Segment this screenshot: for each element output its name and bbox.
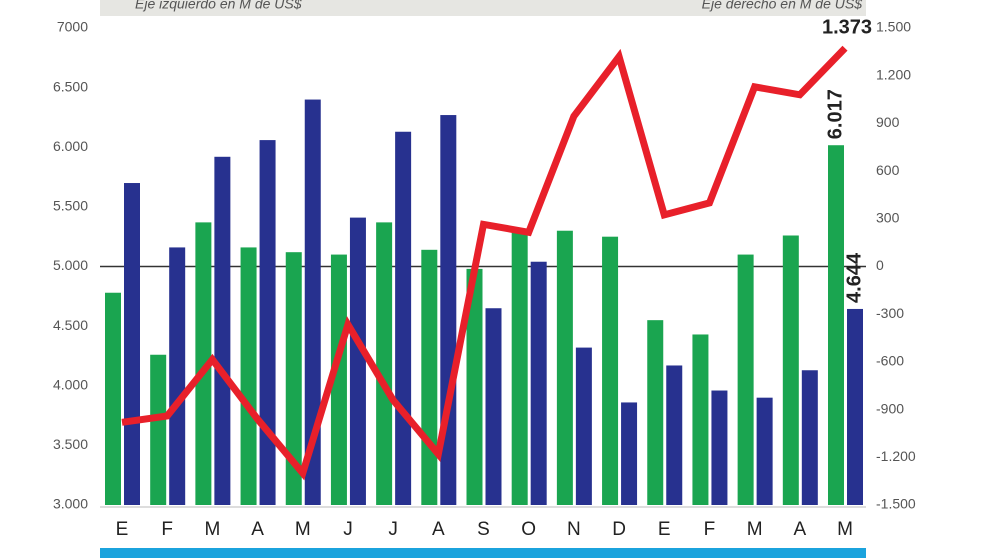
header-band bbox=[100, 0, 866, 16]
bar bbox=[285, 252, 302, 505]
x-tick-label: J bbox=[388, 519, 398, 540]
y-tick-label: 3.000 bbox=[53, 496, 88, 512]
y2-tick-label: 1.200 bbox=[876, 66, 911, 82]
bar bbox=[782, 235, 799, 505]
bar bbox=[602, 236, 619, 505]
y2-axis-label: Eje derecho en M de US$ bbox=[702, 0, 863, 12]
y2-tick-label: -600 bbox=[876, 353, 904, 369]
bar bbox=[756, 397, 773, 505]
bar bbox=[847, 308, 863, 505]
bar bbox=[692, 334, 709, 505]
bar bbox=[214, 156, 231, 506]
x-tick-label: A bbox=[432, 519, 445, 540]
line bbox=[121, 45, 848, 481]
y2-tick-label: 600 bbox=[876, 162, 900, 178]
bar bbox=[485, 308, 502, 505]
y-tick-label: 6.500 bbox=[53, 78, 88, 94]
footer-band bbox=[100, 548, 866, 558]
value-label: 1.373 bbox=[822, 16, 872, 38]
y2-tick-label: -300 bbox=[876, 305, 904, 321]
x-tick-label: M bbox=[837, 519, 853, 540]
bar bbox=[421, 249, 438, 505]
bar bbox=[304, 99, 321, 506]
bar bbox=[105, 292, 121, 505]
bar bbox=[376, 222, 393, 505]
bar bbox=[801, 370, 818, 505]
bar bbox=[666, 365, 683, 505]
bar bbox=[647, 320, 664, 505]
x-tick-label: M bbox=[747, 519, 763, 540]
bar bbox=[556, 230, 573, 505]
y2-tick-label: 300 bbox=[876, 210, 900, 226]
y-tick-label: 6.000 bbox=[53, 138, 88, 154]
x-tick-label: A bbox=[793, 519, 806, 540]
x-tick-label: A bbox=[251, 519, 264, 540]
y-tick-label: 7000 bbox=[57, 19, 88, 35]
x-tick-label: M bbox=[295, 519, 311, 540]
y-tick-label: 5.500 bbox=[53, 198, 88, 214]
bar bbox=[240, 247, 257, 506]
y-axis-label: Eje izquierdo en M de US$ bbox=[135, 0, 302, 12]
y-tick-label: 5.000 bbox=[53, 257, 88, 273]
y2-tick-label: 0 bbox=[876, 257, 884, 273]
x-tick-label: S bbox=[477, 519, 490, 540]
x-tick-label: E bbox=[116, 519, 129, 540]
y2-tick-label: 1.500 bbox=[876, 19, 911, 35]
y-tick-label: 4.000 bbox=[53, 376, 88, 392]
bar bbox=[349, 217, 366, 506]
y-tick-label: 3.500 bbox=[53, 436, 88, 452]
bar bbox=[259, 140, 276, 505]
bar bbox=[466, 268, 483, 505]
bar bbox=[621, 402, 638, 505]
bar bbox=[124, 183, 140, 505]
value-label: 4.644 bbox=[843, 252, 865, 303]
y2-tick-label: 900 bbox=[876, 114, 900, 130]
x-tick-label: M bbox=[204, 519, 220, 540]
bar bbox=[828, 145, 844, 505]
bar bbox=[395, 131, 412, 505]
bar bbox=[737, 254, 754, 505]
x-tick-label: N bbox=[567, 519, 581, 540]
x-tick-label: F bbox=[704, 519, 716, 540]
bar bbox=[511, 231, 528, 506]
x-tick-label: F bbox=[161, 519, 173, 540]
y2-tick-label: -1.500 bbox=[876, 496, 916, 512]
bar bbox=[195, 222, 212, 505]
bar bbox=[711, 390, 728, 505]
x-tick-label: D bbox=[612, 519, 626, 540]
bar bbox=[530, 261, 547, 505]
y2-tick-label: -1.200 bbox=[876, 448, 916, 464]
y2-tick-label: -900 bbox=[876, 400, 904, 416]
x-tick-label: J bbox=[343, 519, 353, 540]
value-label: 6.017 bbox=[824, 89, 846, 139]
bar bbox=[330, 254, 347, 505]
x-tick-label: O bbox=[521, 519, 536, 540]
bar bbox=[575, 347, 592, 505]
y-tick-label: 4.500 bbox=[53, 317, 88, 333]
bar bbox=[169, 247, 186, 506]
x-tick-label: E bbox=[658, 519, 671, 540]
bar bbox=[150, 354, 167, 505]
